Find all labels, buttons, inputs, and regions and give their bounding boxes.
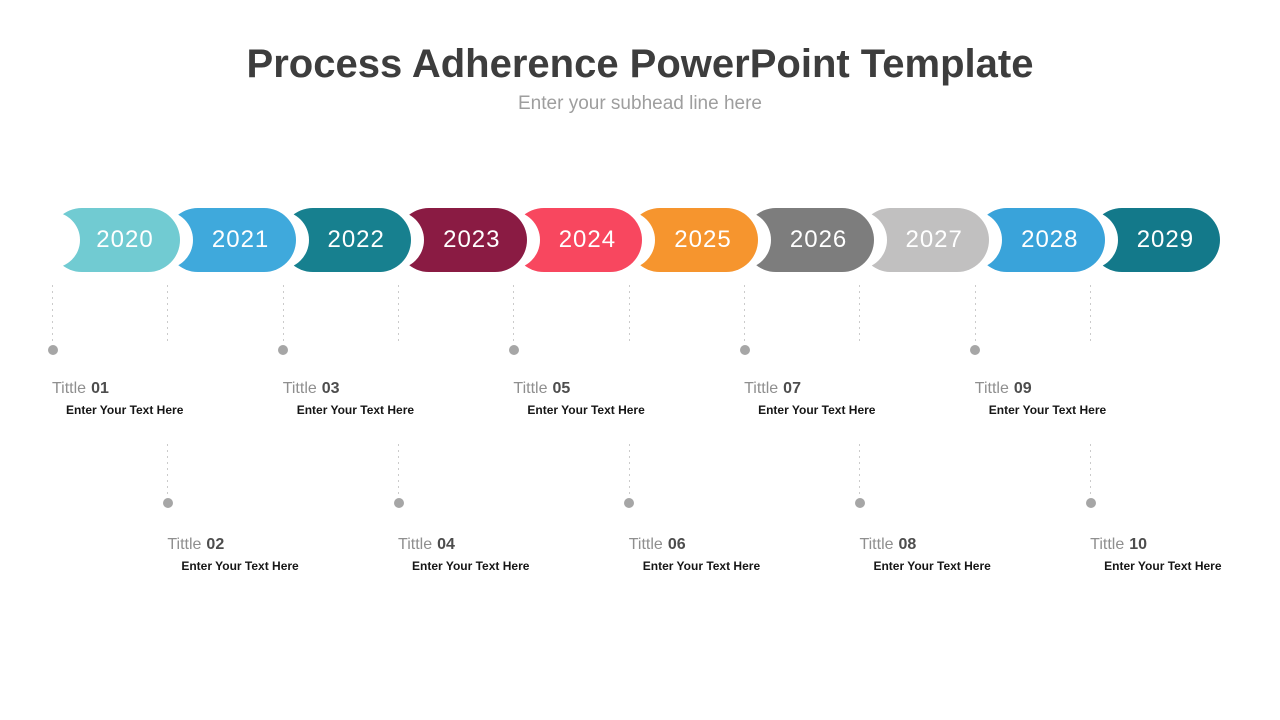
item-title-number: 09 — [1013, 380, 1032, 397]
connector-dot — [1085, 498, 1096, 508]
item-body-placeholder-04[interactable]: Enter Your Text Here — [412, 559, 530, 573]
item-title-label: Tittle — [628, 536, 663, 553]
item-title-label: Tittle — [52, 380, 87, 397]
connector-line — [628, 285, 630, 343]
item-title-label: Tittle — [744, 380, 779, 397]
connector-line — [52, 285, 53, 344]
item-body-placeholder-03[interactable]: Enter Your Text Here — [296, 403, 415, 417]
item-title-number: 10 — [1129, 536, 1148, 553]
item-title-number: 06 — [667, 536, 686, 553]
item-title-number: 05 — [552, 380, 571, 397]
item-title-05[interactable]: Tittle 05 — [513, 380, 570, 398]
item-title-number: 03 — [321, 380, 340, 397]
connector-line — [398, 285, 400, 343]
connector-dot — [508, 345, 519, 355]
item-body-placeholder-05[interactable]: Enter Your Text Here — [527, 403, 645, 417]
item-title-label: Tittle — [398, 536, 433, 553]
item-title-number: 07 — [783, 380, 801, 397]
year-pill-2025[interactable]: 2025 — [628, 208, 758, 272]
item-title-07[interactable]: Tittle 07 — [744, 380, 801, 398]
connector-line — [167, 444, 169, 497]
connector-line — [859, 444, 861, 497]
item-body-placeholder-10[interactable]: Enter Your Text Here — [1104, 559, 1222, 573]
item-body-placeholder-07[interactable]: Enter Your Text Here — [758, 403, 876, 417]
item-body-placeholder-08[interactable]: Enter Your Text Here — [873, 559, 991, 573]
item-title-01[interactable]: Tittle 01 — [52, 380, 109, 398]
item-title-label: Tittle — [513, 380, 548, 397]
item-title-number: 02 — [206, 536, 225, 553]
connector-line — [167, 285, 169, 343]
connector-line — [628, 444, 630, 497]
timeline-start-notch — [24, 212, 80, 268]
connector-line — [398, 444, 400, 497]
connector-line — [282, 285, 284, 344]
item-title-label: Tittle — [282, 380, 317, 397]
connector-dot — [162, 498, 173, 508]
item-body-placeholder-09[interactable]: Enter Your Text Here — [988, 403, 1107, 417]
year-label: 2022 — [327, 226, 385, 253]
connector-line — [744, 285, 746, 344]
connector-line — [513, 285, 515, 344]
year-label: 2028 — [1021, 226, 1079, 253]
connector-line — [1090, 285, 1092, 343]
item-body-placeholder-06[interactable]: Enter Your Text Here — [642, 559, 761, 573]
year-label: 2027 — [905, 226, 963, 253]
connector-line — [974, 285, 976, 344]
item-body-placeholder-01[interactable]: Enter Your Text Here — [66, 403, 184, 417]
item-title-number: 04 — [437, 536, 455, 553]
slide-title[interactable]: Process Adherence PowerPoint Template — [246, 42, 1034, 86]
slide-subtitle[interactable]: Enter your subhead line here — [518, 93, 762, 114]
item-title-04[interactable]: Tittle 04 — [398, 536, 455, 554]
item-title-06[interactable]: Tittle 06 — [629, 536, 686, 554]
item-title-label: Tittle — [859, 536, 894, 553]
year-pill-2028[interactable]: 2028 — [974, 208, 1105, 272]
year-label: 2023 — [443, 226, 501, 253]
item-title-number: 08 — [898, 536, 917, 553]
connector-line — [859, 285, 861, 343]
connector-dot — [393, 498, 404, 508]
connector-line — [1090, 444, 1092, 497]
item-body-placeholder-02[interactable]: Enter Your Text Here — [181, 559, 299, 573]
item-title-label: Tittle — [167, 536, 202, 553]
year-label: 2029 — [1136, 226, 1195, 253]
item-title-03[interactable]: Tittle 03 — [283, 380, 340, 398]
year-pill-2026[interactable]: 2026 — [743, 208, 874, 272]
connector-dot — [624, 498, 635, 508]
item-title-10[interactable]: Tittle 10 — [1090, 536, 1147, 554]
connector-dot — [854, 498, 865, 508]
item-title-09[interactable]: Tittle 09 — [975, 380, 1032, 398]
item-title-label: Tittle — [1090, 536, 1125, 553]
item-title-label: Tittle — [974, 380, 1009, 397]
year-pill-2029[interactable]: 2029 — [1090, 208, 1221, 272]
year-label: 2025 — [674, 226, 732, 253]
year-label: 2020 — [96, 226, 154, 253]
item-title-08[interactable]: Tittle 08 — [859, 536, 916, 554]
item-title-number: 01 — [91, 380, 109, 397]
year-label: 2026 — [789, 226, 848, 253]
connector-dot — [278, 345, 289, 355]
year-label: 2021 — [211, 226, 270, 253]
connector-dot — [47, 345, 58, 355]
connector-dot — [739, 345, 750, 355]
year-label: 2024 — [558, 226, 617, 253]
connector-dot — [970, 345, 981, 355]
item-title-02[interactable]: Tittle 02 — [167, 536, 224, 554]
